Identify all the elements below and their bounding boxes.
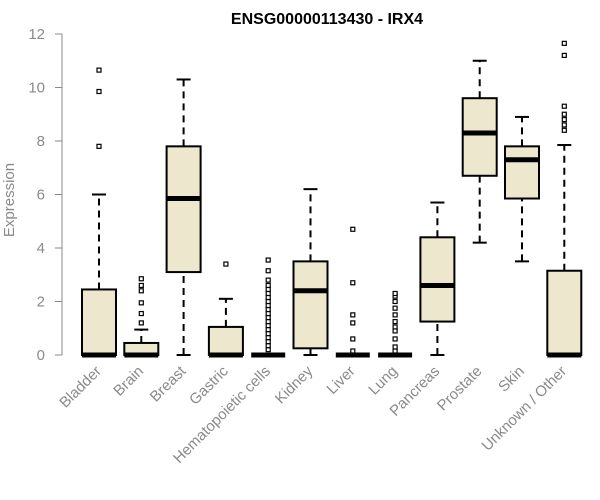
outlier-point xyxy=(96,143,102,149)
box-skin xyxy=(504,115,540,263)
box-iqr xyxy=(546,269,583,356)
box-liver xyxy=(335,226,370,358)
outlier-point xyxy=(96,67,102,73)
outlier-point xyxy=(138,300,144,306)
x-category-label: Skin xyxy=(495,363,528,396)
outlier-point xyxy=(561,52,567,59)
x-category-label: Bladder xyxy=(56,363,105,412)
outlier-point xyxy=(561,127,567,133)
box-iqr xyxy=(504,145,540,200)
box-unknown-other xyxy=(546,40,583,358)
outlier-point xyxy=(392,324,398,330)
outlier-point xyxy=(265,326,271,333)
x-category-label: Lung xyxy=(365,363,401,399)
outlier-point xyxy=(392,298,398,305)
outlier-point xyxy=(138,276,144,282)
outlier-point xyxy=(350,336,356,342)
outlier-point xyxy=(265,286,271,293)
boxes-group xyxy=(81,40,583,358)
outlier-point xyxy=(96,88,102,95)
outlier-point xyxy=(350,226,356,232)
x-category-label: Liver xyxy=(324,363,359,398)
outlier-point xyxy=(392,344,398,350)
y-axis: 0 2 4 6 8 10 12 xyxy=(28,26,63,364)
x-category-label: Brain xyxy=(110,363,147,400)
y-tick-label: 12 xyxy=(28,26,45,43)
y-tick-label: 4 xyxy=(37,240,45,257)
box-lung xyxy=(378,290,413,358)
outlier-point xyxy=(561,103,567,109)
box-iqr xyxy=(292,260,329,350)
outlier-point xyxy=(265,268,271,274)
outlier-point xyxy=(561,111,567,117)
outlier-point xyxy=(392,312,398,318)
outlier-point xyxy=(138,310,144,317)
outlier-point xyxy=(265,306,271,313)
outlier-point xyxy=(265,331,271,337)
box-brain xyxy=(123,276,160,358)
box-breast xyxy=(165,78,202,356)
outlier-point xyxy=(350,280,356,286)
outlier-point xyxy=(350,320,356,326)
box-gastric xyxy=(207,261,244,358)
box-iqr xyxy=(165,145,202,274)
y-tick-label: 2 xyxy=(37,294,45,311)
outlier-point xyxy=(265,290,271,297)
box-iqr xyxy=(419,236,456,323)
outlier-point xyxy=(561,122,567,128)
outlier-point xyxy=(350,348,356,354)
box-iqr xyxy=(81,288,117,356)
outlier-point xyxy=(138,282,144,289)
outlier-point xyxy=(265,343,271,349)
outlier-point xyxy=(265,339,271,345)
x-category-label: Kidney xyxy=(272,362,317,407)
outlier-point xyxy=(265,314,271,321)
outlier-point xyxy=(265,298,271,305)
box-prostate xyxy=(461,59,498,244)
outlier-point xyxy=(223,261,229,267)
outlier-point xyxy=(265,318,271,325)
outlier-point xyxy=(561,40,567,46)
y-tick-label: 6 xyxy=(37,187,45,204)
y-tick-label: 0 xyxy=(37,347,45,364)
outlier-point xyxy=(265,322,271,329)
outlier-point xyxy=(265,294,271,301)
outlier-point xyxy=(265,277,271,283)
outlier-point xyxy=(265,347,271,353)
outlier-point xyxy=(561,116,567,123)
outlier-point xyxy=(350,312,356,318)
y-axis-label: Expression xyxy=(1,163,18,237)
outlier-point xyxy=(265,282,271,289)
outlier-point xyxy=(265,310,271,317)
y-tick-label: 8 xyxy=(37,133,45,150)
outlier-point xyxy=(138,288,144,294)
box-hematopoietic-cells xyxy=(251,257,286,358)
box-kidney xyxy=(292,188,329,356)
outlier-point xyxy=(392,290,398,297)
outlier-point xyxy=(265,335,271,341)
box-pancreas xyxy=(419,201,456,356)
outlier-point xyxy=(392,336,398,342)
outlier-point xyxy=(392,328,398,334)
outlier-point xyxy=(392,318,398,325)
x-category-label: Breast xyxy=(147,362,190,405)
outlier-point xyxy=(265,302,271,309)
outlier-point xyxy=(392,305,398,311)
outlier-point xyxy=(265,257,271,263)
outlier-point xyxy=(138,320,144,326)
box-iqr xyxy=(461,97,498,177)
x-category-label: Prostate xyxy=(434,363,486,415)
outlier-point xyxy=(392,348,398,354)
chart-title: ENSG00000113430 - IRX4 xyxy=(231,11,423,28)
box-iqr xyxy=(207,325,244,357)
box-bladder xyxy=(81,67,117,358)
y-tick-label: 10 xyxy=(28,80,45,97)
